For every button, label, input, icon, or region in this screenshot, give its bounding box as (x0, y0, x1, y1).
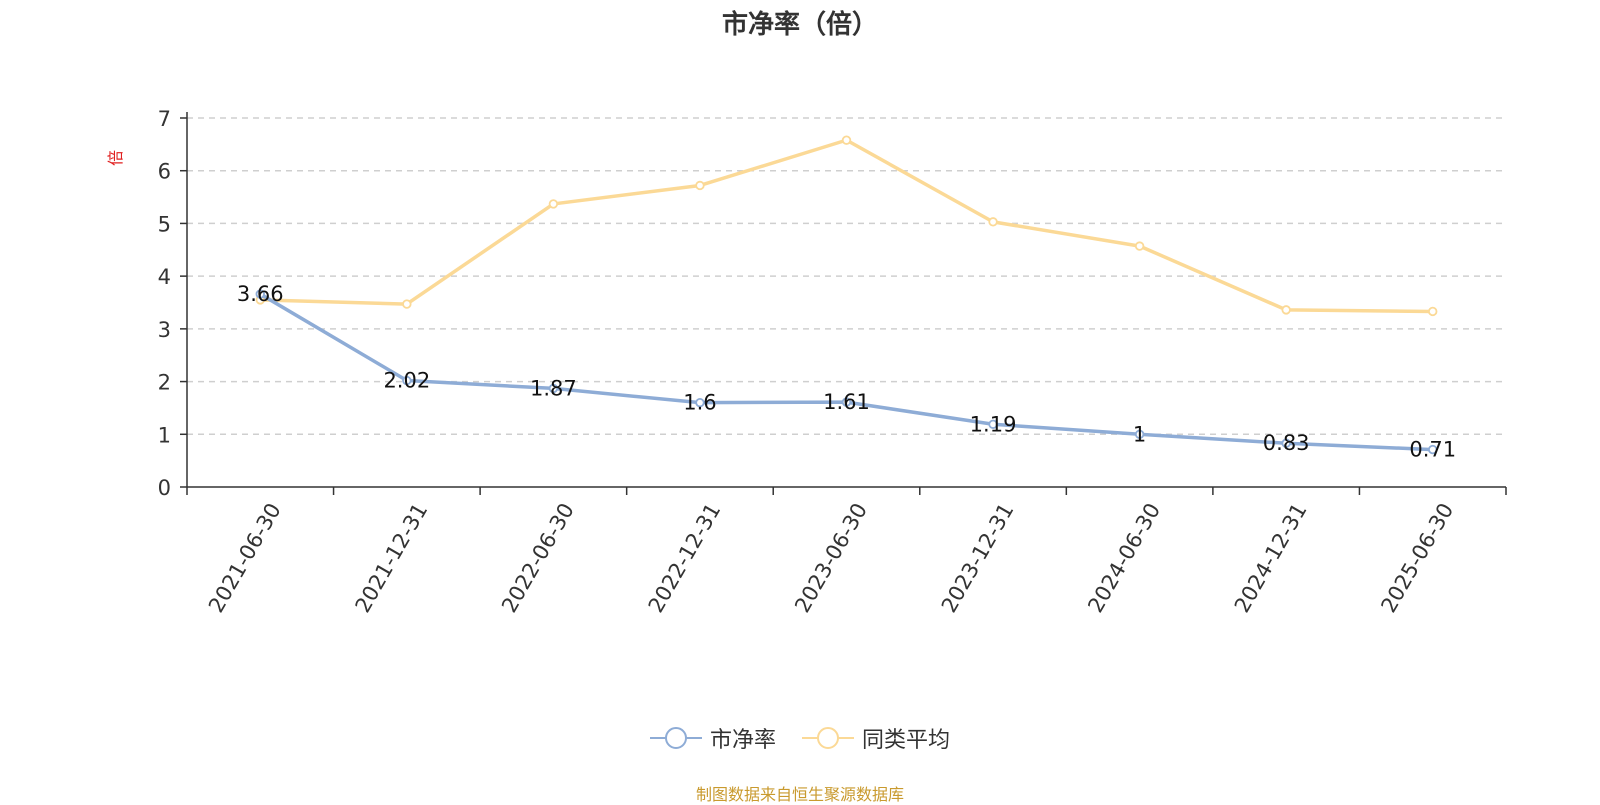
legend-label-peer-average: 同类平均 (862, 728, 951, 753)
legend-label-pb: 市净率 (709, 728, 776, 753)
point-pb (255, 289, 265, 299)
x-tick-label: 2024-12-31 (1230, 499, 1312, 617)
chart-title: 市净率（倍） (721, 10, 878, 40)
legend-item-peer-average[interactable]: 同类平均 (802, 722, 950, 754)
point-peer-average (1134, 241, 1145, 251)
series-line-pb (259, 292, 1433, 452)
x-tick-label: 2022-12-31 (644, 499, 726, 617)
y-tick-label: 5 (158, 212, 171, 236)
point-pb (402, 375, 412, 386)
x-tick-label: 2021-12-31 (351, 499, 433, 617)
point-pb (1428, 444, 1438, 455)
y-tick-label: 4 (158, 265, 171, 289)
point-peer-average (548, 199, 559, 209)
data-label-pb: 0.71 (1409, 438, 1456, 462)
y-axis-label: 倍 (106, 150, 125, 166)
point-pb (548, 383, 559, 394)
x-tick-label: 2025-06-30 (1376, 499, 1458, 617)
x-tick-label: 2023-06-30 (790, 499, 872, 617)
legend-swatch-peer-average (802, 727, 854, 749)
point-pb (841, 397, 852, 407)
data-label-pb: 1.87 (530, 376, 577, 400)
legend-item-pb[interactable]: 市净率 (649, 722, 776, 754)
data-label-pb: 3.66 (237, 282, 284, 306)
data-label-pb: 1.6 (683, 391, 716, 415)
legend-swatch-pb (649, 727, 702, 749)
y-tick-label: 3 (158, 318, 171, 342)
data-label-pb: 1.61 (823, 390, 870, 414)
data-label-pb: 1 (1133, 422, 1146, 446)
y-tick-label: 6 (158, 160, 171, 184)
source-note: 制图数据来自恒生聚源数据库 (695, 785, 904, 804)
y-tick-label: 7 (158, 107, 171, 131)
data-label-pb: 2.02 (383, 369, 430, 393)
data-label-pb: 1.19 (970, 412, 1017, 436)
point-pb (988, 419, 998, 429)
point-pb (1281, 438, 1291, 448)
y-tick-label: 1 (158, 423, 171, 447)
legend: 市净率 同类平均 (0, 722, 1600, 754)
point-peer-average (1281, 305, 1291, 315)
point-peer-average (695, 180, 705, 191)
point-pb (695, 397, 705, 408)
point-pb (1134, 429, 1145, 439)
data-label-pb: 0.83 (1263, 431, 1310, 455)
series-line-peer-average (260, 138, 1433, 314)
point-peer-average (402, 299, 412, 309)
x-tick-label: 2021-06-30 (204, 499, 286, 617)
point-peer-average (841, 135, 852, 145)
y-tick-label: 2 (158, 371, 171, 395)
y-tick-label: 0 (158, 476, 171, 500)
point-peer-average (1428, 306, 1438, 317)
x-tick-label: 2023-12-31 (937, 499, 1019, 617)
x-tick-label: 2022-06-30 (497, 499, 579, 617)
point-peer-average (988, 217, 998, 227)
x-tick-label: 2024-06-30 (1083, 499, 1165, 617)
